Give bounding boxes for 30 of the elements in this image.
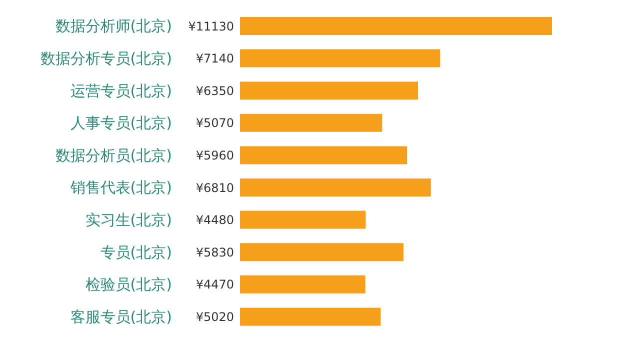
y-tick-label: 数据分析师(北京) (55, 17, 172, 36)
bar (240, 210, 366, 229)
y-tick-label: 检验员(北京) (85, 276, 172, 294)
y-tick-label: 实习生(北京) (85, 210, 172, 229)
bar (240, 275, 366, 294)
y-tick-label: 运营专员(北京) (70, 82, 172, 100)
y-tick-label: 人事专员(北京) (70, 114, 172, 132)
bar (240, 114, 382, 132)
data-label: ¥5960 (196, 148, 234, 162)
data-label: ¥6810 (196, 180, 234, 195)
bar (240, 49, 440, 68)
y-tick-label: 专员(北京) (100, 243, 172, 262)
y-tick-label: 数据分析员(北京) (55, 146, 172, 164)
data-label: ¥7140 (196, 52, 234, 66)
y-tick-label: 客服专员(北京) (70, 308, 172, 326)
data-label: ¥4470 (196, 278, 234, 292)
bar (240, 308, 381, 326)
data-label: ¥6350 (196, 84, 234, 98)
bar (240, 146, 408, 164)
data-label: ¥11130 (188, 19, 234, 34)
bar (240, 243, 404, 262)
data-label: ¥5070 (196, 116, 234, 130)
bar (240, 82, 418, 100)
data-label: ¥4480 (196, 213, 234, 228)
bar (240, 17, 552, 35)
data-label: ¥5020 (196, 310, 234, 324)
y-tick-label: 销售代表(北京) (69, 178, 172, 197)
data-label: ¥5830 (196, 245, 234, 260)
bar (240, 178, 431, 196)
y-tick-label: 数据分析专员(北京) (40, 49, 172, 68)
